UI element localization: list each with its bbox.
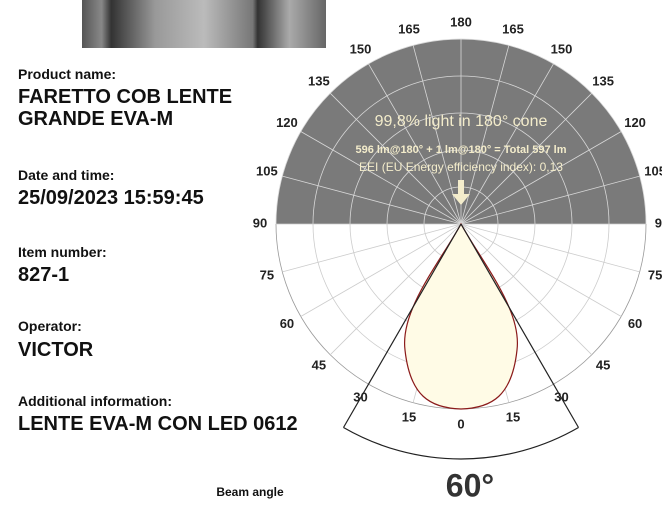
spoke (460, 223, 593, 356)
angle-label: 135 (308, 73, 330, 88)
spoke (460, 92, 593, 225)
spoke (329, 92, 462, 225)
arrow (452, 180, 470, 205)
label: Product name: (18, 66, 117, 82)
angle-label: 60 (280, 316, 294, 331)
flux-text: 596 lm@180° + 1 lm@180° = Total 597 lm (355, 144, 566, 156)
angle-label: 90 (253, 215, 267, 230)
angle-label: 135 (592, 73, 614, 88)
value: LENTE EVA-M CON LED 0612 (18, 413, 298, 435)
angle-label: 60 (628, 316, 642, 331)
eei-text: EEI (EU Energy efficiency index): 0,13 (359, 160, 563, 174)
value: FARETTO COB LENTE (18, 86, 233, 108)
label: Item number: (18, 244, 107, 260)
spoke (282, 223, 462, 273)
angle-label: 105 (644, 163, 662, 178)
beam-angle: 60° (446, 467, 494, 503)
label: Additional information: (18, 393, 172, 409)
spoke (460, 223, 640, 273)
spoke (300, 131, 462, 225)
angle-label: 120 (624, 115, 646, 130)
angle-label: 90 (655, 215, 662, 230)
angle-label: 45 (312, 358, 326, 373)
angle-label: 75 (648, 267, 662, 282)
beam-label: Beam angle (216, 485, 284, 499)
beam-line (342, 223, 462, 428)
angle-label: 15 (506, 410, 520, 425)
spoke (460, 63, 554, 225)
spoke (460, 131, 622, 225)
angle-label: 45 (596, 358, 610, 373)
spoke (368, 63, 462, 225)
angle-label: 30 (353, 390, 367, 405)
angle-label: 180 (450, 14, 472, 29)
angle-label: 120 (276, 115, 298, 130)
angle-label: 0 (457, 416, 464, 431)
angle-label: 105 (256, 163, 278, 178)
angle-label: 30 (554, 390, 568, 405)
product-photo (82, 0, 326, 48)
value: VICTOR (18, 339, 94, 361)
angle-label: 165 (398, 21, 420, 36)
angle-label: 165 (502, 21, 524, 36)
spoke (460, 223, 622, 317)
value: 25/09/2023 15:59:45 (18, 187, 204, 209)
spoke (300, 223, 462, 317)
label: Operator: (18, 318, 82, 334)
value: GRANDE EVA-M (18, 108, 174, 130)
beam-arc (343, 426, 579, 460)
cone-text: 99,8% light in 180° cone (375, 113, 548, 130)
spoke (460, 175, 640, 225)
value: 827-1 (18, 264, 70, 286)
beam-line (460, 223, 580, 428)
spoke (329, 223, 462, 356)
intensity-curve (404, 222, 518, 410)
spoke (282, 175, 462, 225)
label: Date and time: (18, 167, 115, 183)
angle-label: 150 (350, 41, 372, 56)
angle-label: 15 (402, 410, 416, 425)
angle-label: 75 (260, 267, 274, 282)
angle-label: 150 (551, 41, 573, 56)
